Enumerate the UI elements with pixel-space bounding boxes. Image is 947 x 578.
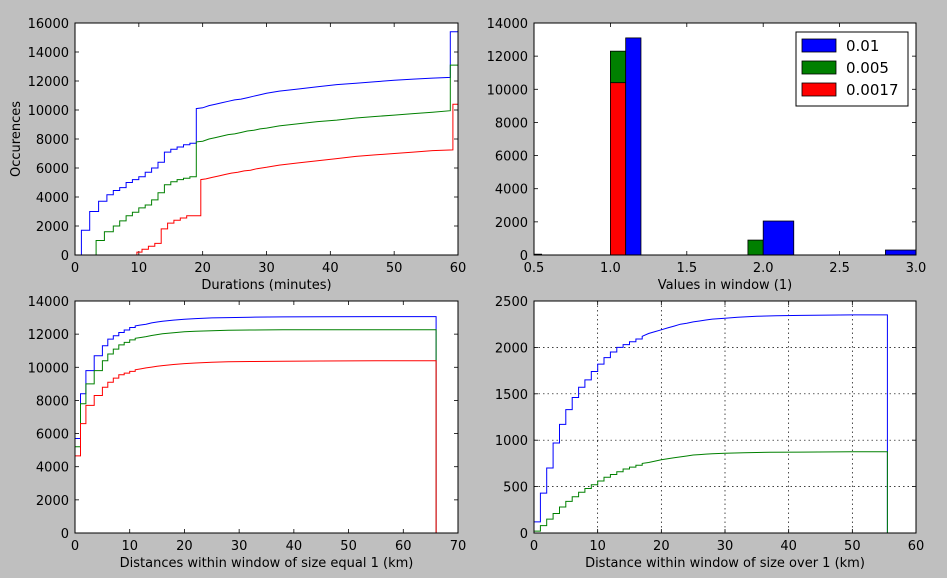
x-tick-label: 50 [340,539,357,554]
bar-0.005 [610,50,627,84]
x-tick-label: 0 [71,539,79,554]
y-tick-label: 10000 [28,104,69,119]
x-tick-label: 0.5 [524,261,545,276]
x-tick-label: 20 [653,539,670,554]
series-line-blue [80,31,459,255]
y-tick-label: 12000 [28,75,69,90]
series-line-green [74,329,437,533]
bar-0.01 [762,220,795,256]
axes-frame [533,300,917,534]
y-tick-label: 0 [520,249,528,264]
y-tick-label: 2000 [36,494,69,509]
x-tick-label: 1.5 [676,261,697,276]
bar-0.01 [885,249,917,256]
x-tick-label: 70 [450,539,467,554]
x-tick-label: 2.0 [753,261,774,276]
x-tick-label: 30 [717,539,734,554]
x-tick-label: 10 [121,539,138,554]
x-tick-label: 10 [589,539,606,554]
y-tick-label: 8000 [36,133,69,148]
x-tick-label: 0 [530,539,538,554]
y-tick-label: 0 [61,527,69,542]
series-line-blue [533,314,888,533]
x-tick-label: 40 [286,539,303,554]
x-tick-label: 60 [450,261,467,276]
x-tick-label: 50 [386,261,403,276]
y-tick-label: 500 [503,481,528,496]
y-tick-label: 4000 [36,461,69,476]
series-line-red [136,103,459,255]
x-tick-label: 20 [194,261,211,276]
x-tick-label: 30 [231,539,248,554]
y-tick-label: 2000 [495,216,528,231]
y-tick-label: 2000 [36,220,69,235]
legend-swatch-0.005 [801,60,837,75]
chart-distances-equal-1: 0 10 20 30 40 50 60 70 0 2000 4000 6000 8000 10000 120… [28,295,467,571]
y-tick-label: 12000 [487,50,528,65]
x-tick-label: 3.0 [906,261,927,276]
legend-label: 0.005 [846,59,889,77]
y-tick-label: 4000 [36,191,69,206]
x-axis-label: Distance within window of size over 1 (k… [585,556,865,571]
bar-0.01 [625,37,642,256]
x-axis-label: Durations (minutes) [201,278,331,293]
chart-durations: 0 10 20 30 40 50 60 0 2000 4000 6000 8000 10000 12000… [9,17,466,293]
chart-values-in-window: 0.5 1.0 1.5 2.0 2.5 3.0 0 2000 4000 6000 8000 10000… [487,17,927,293]
y-tick-label: 1000 [495,434,528,449]
plot-area [75,301,458,533]
y-tick-label: 14000 [28,295,69,310]
x-tick-label: 50 [844,539,861,554]
y-tick-label: 6000 [495,150,528,165]
x-tick-label: 40 [322,261,339,276]
x-tick-label: 40 [780,539,797,554]
y-tick-label: 0 [61,249,69,264]
plot-area [534,301,916,533]
y-tick-label: 2500 [495,295,528,310]
legend-swatch-0.01 [801,38,837,53]
y-tick-label: 2000 [495,341,528,356]
y-tick-label: 10000 [487,83,528,98]
legend-label: 0.01 [846,37,879,55]
x-tick-label: 1.0 [600,261,621,276]
bar-0.0017 [610,82,627,256]
axes-frame [74,22,459,256]
legend-label: 0.0017 [846,81,899,99]
x-axis-label: Values in window (1) [658,278,792,293]
y-tick-label: 10000 [28,361,69,376]
plot-area [75,23,458,255]
x-tick-label: 30 [258,261,275,276]
axes-frame [74,300,459,534]
y-axis-label: Occurences [9,101,24,177]
y-tick-label: 14000 [28,46,69,61]
chart-distances-over-1: 0 10 20 30 40 50 60 0 500 1000 1500 2000 2500 Distanc… [495,295,924,571]
x-axis-label: Distances within window of size equal 1 … [120,556,414,571]
series-line-blue [74,316,437,533]
y-tick-label: 8000 [495,116,528,131]
y-tick-label: 4000 [495,183,528,198]
x-tick-label: 0 [71,261,79,276]
y-tick-label: 12000 [28,328,69,343]
series-line-green [95,64,459,255]
y-tick-label: 1500 [495,388,528,403]
y-tick-label: 16000 [28,17,69,32]
x-tick-label: 20 [176,539,193,554]
x-tick-label: 2.5 [829,261,850,276]
series-line-red [74,360,437,533]
y-tick-label: 14000 [487,17,528,32]
axes-frame [533,22,917,256]
x-tick-label: 10 [131,261,148,276]
x-tick-label: 60 [908,539,925,554]
y-tick-label: 0 [520,527,528,542]
bar-0.005 [747,239,764,256]
y-tick-label: 8000 [36,394,69,409]
y-tick-label: 6000 [36,428,69,443]
y-tick-label: 6000 [36,162,69,177]
series-line-green [533,451,888,533]
legend: 0.01 0.005 0.0017 [795,31,909,107]
legend-swatch-0.0017 [801,82,837,97]
x-tick-label: 60 [395,539,412,554]
